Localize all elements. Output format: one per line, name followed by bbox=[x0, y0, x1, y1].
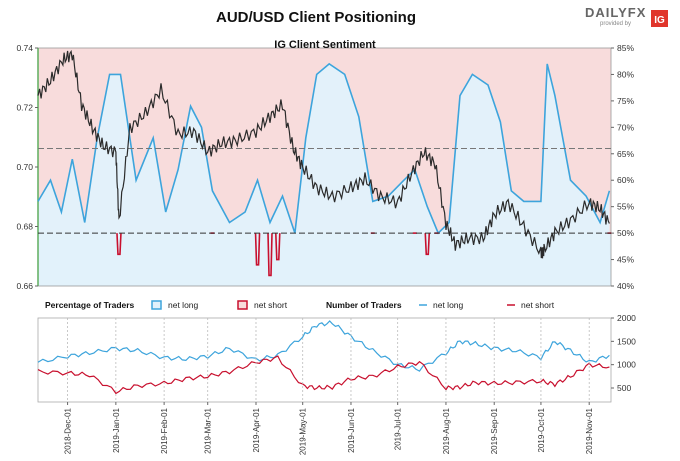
count-net-long-line bbox=[37, 320, 610, 372]
series-lines bbox=[37, 49, 612, 395]
legend-num-short-label: net short bbox=[521, 300, 555, 310]
net-short-dip-7 bbox=[424, 233, 431, 256]
net-short-dip-3 bbox=[267, 233, 273, 277]
pct-tick-label: 70% bbox=[617, 122, 634, 132]
brand-word: DAILYFX bbox=[585, 5, 646, 20]
legend-pct-title: Percentage of Traders bbox=[45, 300, 135, 310]
price-tick-label: 0.70 bbox=[16, 162, 33, 172]
net-long-pct-area bbox=[38, 63, 610, 287]
price-tick-label: 0.74 bbox=[16, 43, 33, 53]
count-tick-label: 1500 bbox=[617, 336, 636, 346]
x-tick-label: 2019-Apr-01 bbox=[252, 407, 261, 452]
pct-tick-label: 45% bbox=[617, 255, 634, 265]
legend-num-long-label: net long bbox=[433, 300, 464, 310]
pct-tick-label: 65% bbox=[617, 149, 634, 159]
count-tick-label: 500 bbox=[617, 383, 631, 393]
ig-badge bbox=[651, 10, 668, 27]
count-tick-label: 2000 bbox=[617, 313, 636, 323]
x-tick-label: 2019-Jul-01 bbox=[394, 407, 403, 450]
net-long-area bbox=[38, 63, 610, 287]
x-tick-label: 2019-Nov-01 bbox=[585, 407, 594, 454]
x-tick-label: 2019-Oct-01 bbox=[537, 407, 546, 452]
pct-tick-label: 75% bbox=[617, 96, 634, 106]
legend-pct-short-swatch bbox=[237, 300, 248, 310]
legend-num-title: Number of Traders bbox=[326, 300, 402, 310]
x-tick-label: 2018-Dec-01 bbox=[64, 407, 73, 454]
net-short-dip-2 bbox=[254, 233, 261, 266]
net-long-pct-line bbox=[37, 62, 611, 235]
bottom-plot-frame bbox=[37, 317, 612, 403]
pct-tick-label: 60% bbox=[617, 175, 634, 185]
chart-subtitle: IG Client Sentiment bbox=[274, 39, 376, 51]
axis-ticks: 0.74 0.72 0.70 0.68 0.66 85% 80% 75% 70% 65% 60% 55… bbox=[16, 43, 636, 455]
price-line bbox=[37, 49, 610, 259]
x-tick-label: 2019-Mar-01 bbox=[204, 407, 213, 453]
pct-tick-label: 80% bbox=[617, 69, 634, 79]
price-tick-label: 0.66 bbox=[16, 281, 33, 291]
x-tick-label: 2019-Jan-01 bbox=[112, 407, 121, 452]
price-tick-label: 0.72 bbox=[16, 103, 33, 113]
count-tick-label: 1000 bbox=[617, 360, 636, 370]
chart-title: AUD/USD Client Positioning bbox=[216, 9, 416, 26]
x-tick-label: 2019-May-01 bbox=[299, 407, 308, 455]
net-short-dip-0 bbox=[116, 233, 122, 256]
count-net-short-line bbox=[37, 355, 610, 395]
pct-tick-label: 50% bbox=[617, 228, 634, 238]
price-tick-label: 0.68 bbox=[16, 222, 33, 232]
x-tick-label: 2019-Aug-01 bbox=[442, 407, 451, 454]
x-tick-label: 2019-Jun-01 bbox=[347, 407, 356, 452]
dailyfx-logo: DAILYFX provided by IG bbox=[585, 5, 668, 27]
pct-tick-label: 55% bbox=[617, 202, 634, 212]
x-tick-label: 2019-Feb-01 bbox=[160, 407, 169, 453]
pct-tick-label: 40% bbox=[617, 281, 634, 291]
legend-pct-long-swatch bbox=[151, 300, 162, 310]
ig-badge-label: IG bbox=[654, 15, 665, 26]
net-short-dip-4 bbox=[274, 233, 281, 261]
brand-tag: provided by bbox=[600, 21, 631, 27]
legend: Percentage of Traders net long net short… bbox=[45, 300, 555, 310]
pct-tick-label: 85% bbox=[617, 43, 634, 53]
x-tick-label: 2019-Sep-01 bbox=[490, 407, 499, 454]
legend-pct-short-label: net short bbox=[254, 300, 288, 310]
legend-pct-long-label: net long bbox=[168, 300, 199, 310]
